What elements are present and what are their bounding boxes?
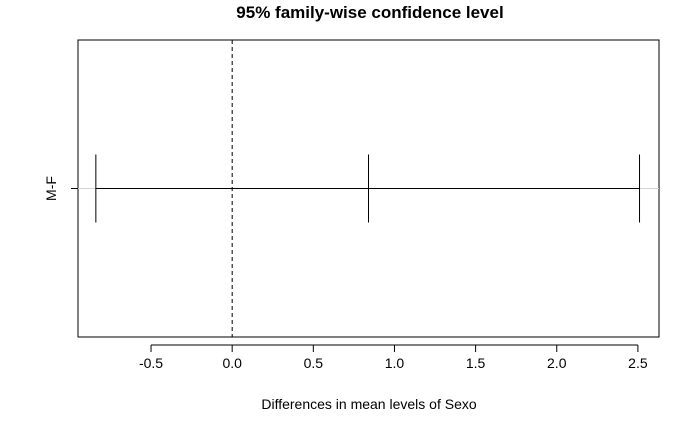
- interval-M-F: [78, 154, 659, 223]
- x-tick-label: 2.0: [547, 355, 567, 371]
- x-axis: -0.5 0.0 0.5 1.0 1.5 2.0 2.5: [139, 344, 648, 371]
- x-tick-label: 1.5: [466, 355, 486, 371]
- y-tick-label: M-F: [43, 176, 59, 201]
- x-tick-label: 0.0: [222, 355, 242, 371]
- x-tick-label: 2.5: [628, 355, 648, 371]
- x-tick-label: 1.0: [385, 355, 405, 371]
- y-axis: M-F: [43, 176, 78, 201]
- plot-marks: [78, 40, 659, 337]
- x-tick-label: -0.5: [139, 355, 163, 371]
- x-tick-label: 0.5: [304, 355, 324, 371]
- chart-title: 95% family-wise confidence level: [236, 3, 503, 22]
- x-axis-label: Differences in mean levels of Sexo: [261, 396, 477, 412]
